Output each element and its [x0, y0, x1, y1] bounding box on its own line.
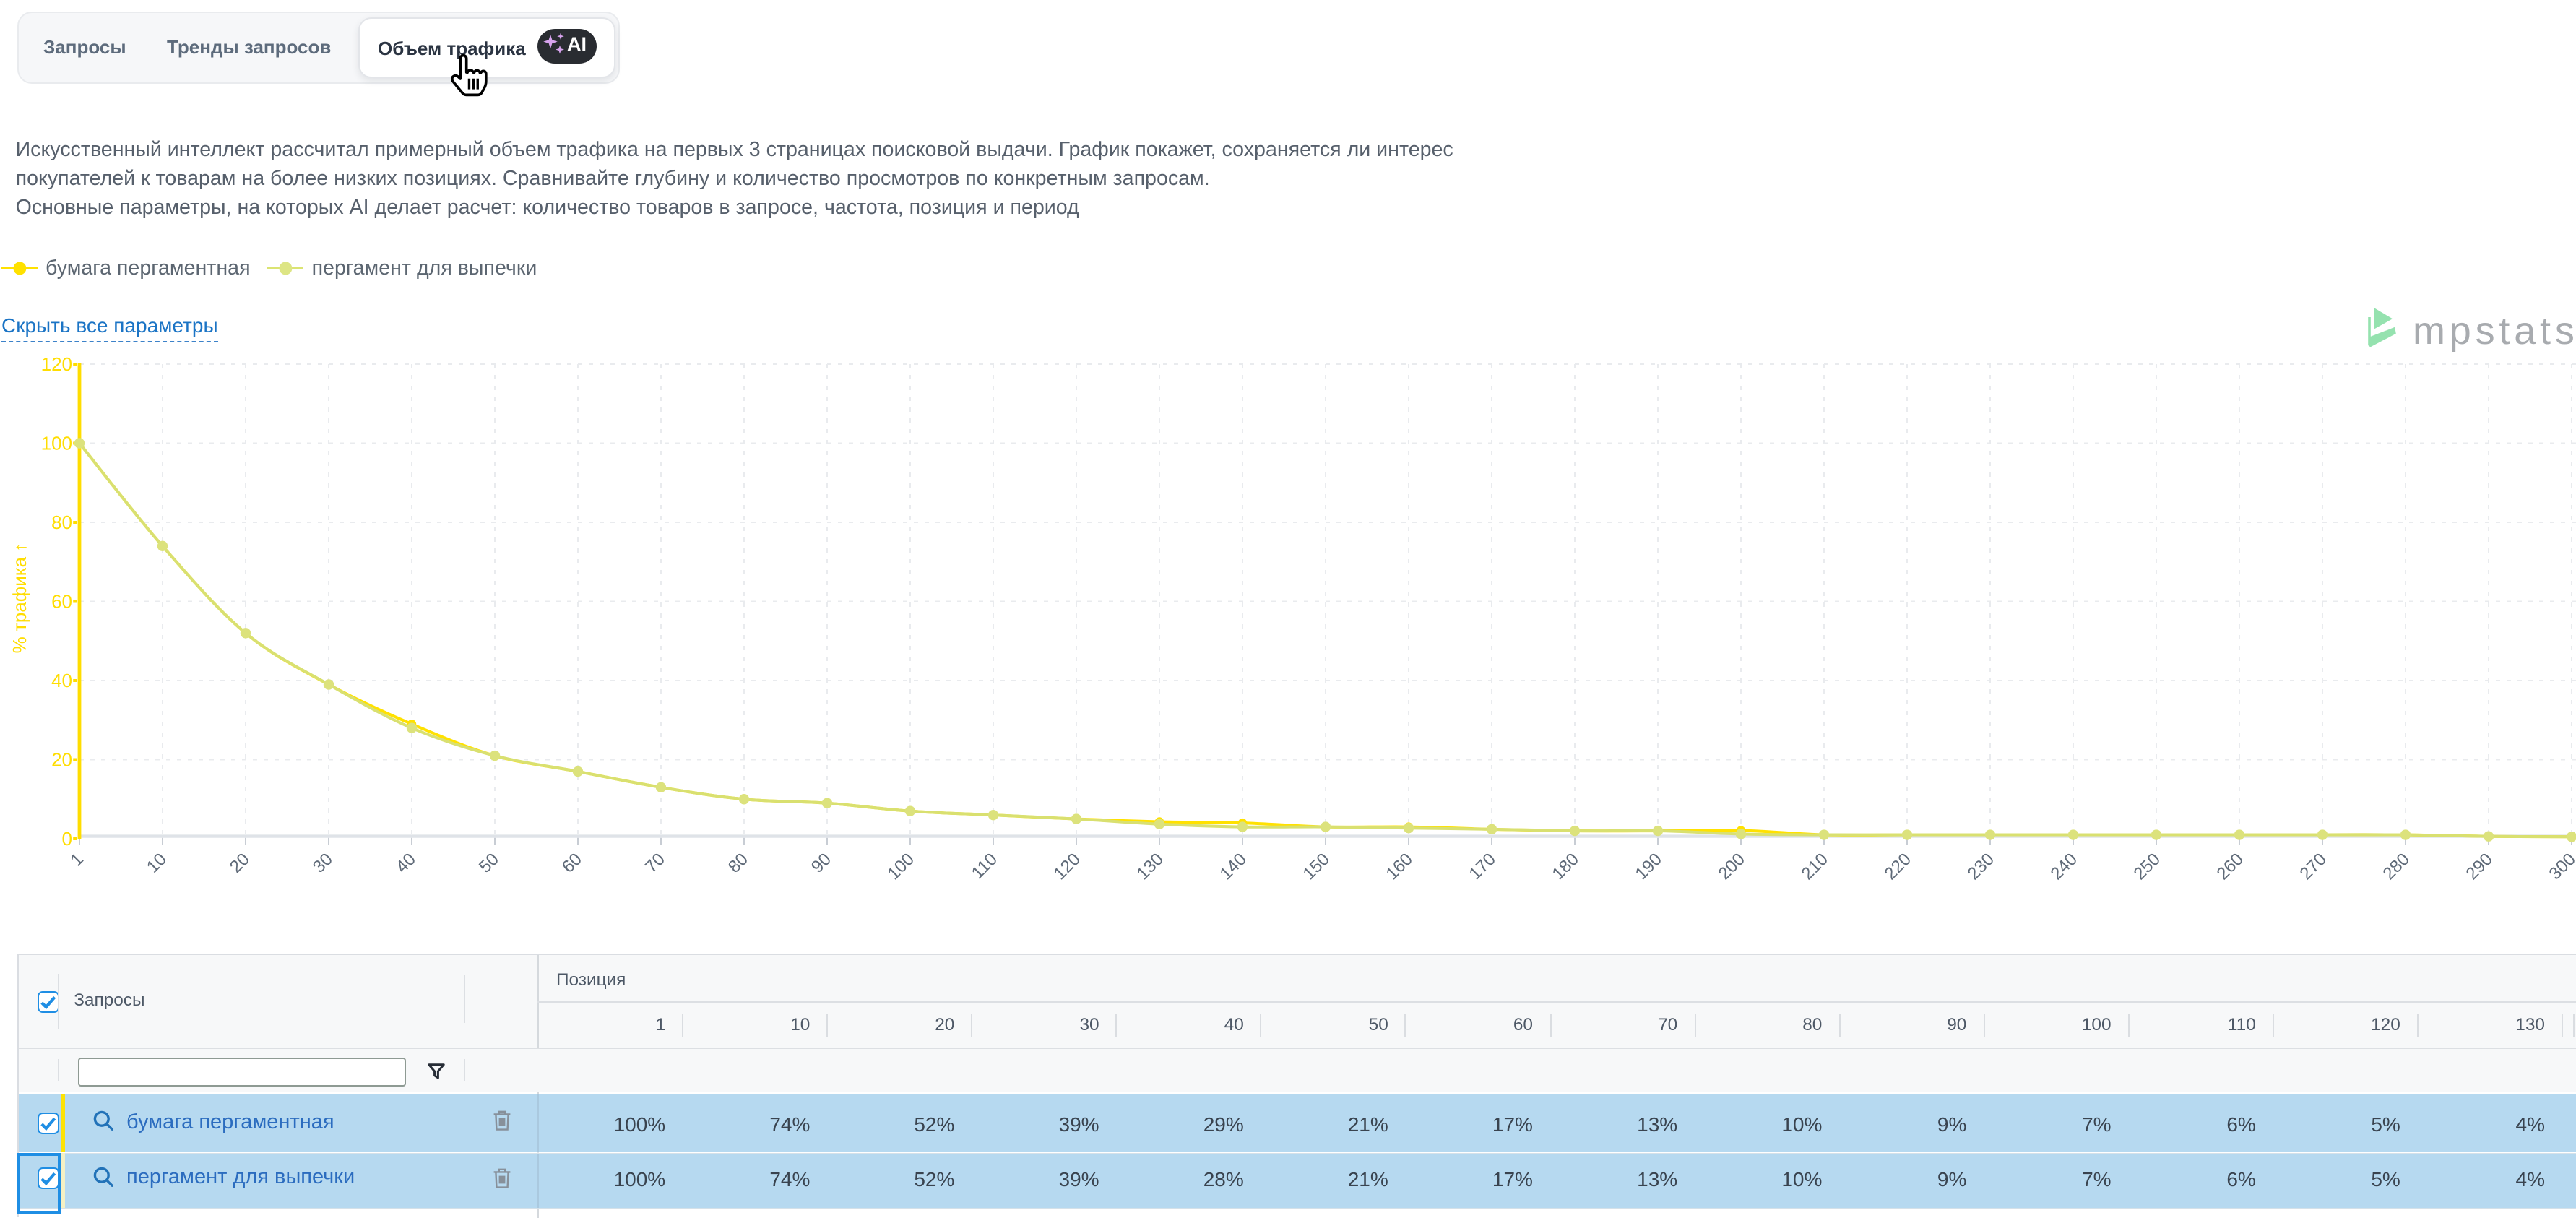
svg-text:60: 60 — [558, 850, 586, 877]
svg-text:80: 80 — [725, 850, 752, 877]
svg-text:290: 290 — [2462, 850, 2496, 884]
svg-text:140: 140 — [1216, 850, 1250, 884]
svg-text:150: 150 — [1299, 850, 1333, 884]
svg-text:280: 280 — [2379, 850, 2413, 884]
svg-text:100: 100 — [41, 433, 72, 454]
svg-text:80: 80 — [51, 511, 72, 533]
svg-text:50: 50 — [475, 850, 503, 877]
svg-text:250: 250 — [2130, 850, 2164, 884]
svg-text:110: 110 — [968, 850, 1001, 883]
svg-text:20: 20 — [226, 850, 254, 877]
svg-text:270: 270 — [2296, 850, 2330, 884]
svg-text:170: 170 — [1465, 850, 1499, 884]
svg-text:1: 1 — [66, 850, 87, 871]
svg-text:240: 240 — [2046, 850, 2080, 884]
svg-text:230: 230 — [1963, 850, 1997, 884]
svg-text:% трафика ↑: % трафика ↑ — [9, 543, 30, 654]
svg-text:220: 220 — [1880, 850, 1914, 884]
svg-text:0: 0 — [62, 828, 72, 850]
svg-text:60: 60 — [51, 591, 72, 613]
svg-text:160: 160 — [1382, 850, 1416, 884]
svg-text:190: 190 — [1631, 850, 1665, 884]
svg-text:210: 210 — [1797, 850, 1831, 884]
svg-text:90: 90 — [808, 850, 835, 877]
svg-text:70: 70 — [641, 850, 669, 877]
svg-text:260: 260 — [2213, 850, 2247, 884]
svg-text:40: 40 — [51, 670, 72, 691]
svg-text:120: 120 — [1050, 850, 1084, 884]
svg-text:10: 10 — [143, 850, 170, 877]
svg-text:40: 40 — [392, 850, 420, 877]
svg-text:130: 130 — [1133, 850, 1167, 884]
svg-text:20: 20 — [51, 749, 72, 771]
svg-text:200: 200 — [1714, 850, 1748, 884]
svg-text:30: 30 — [309, 850, 337, 877]
svg-text:100: 100 — [883, 850, 917, 884]
svg-text:120: 120 — [41, 353, 72, 375]
svg-text:180: 180 — [1548, 850, 1582, 884]
svg-text:300: 300 — [2545, 850, 2576, 884]
